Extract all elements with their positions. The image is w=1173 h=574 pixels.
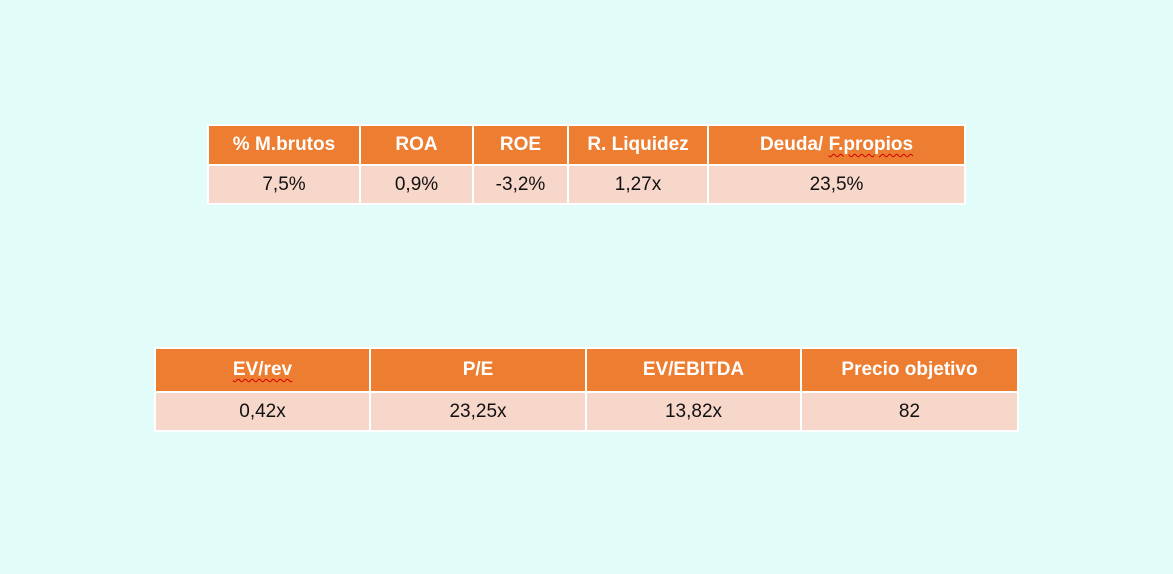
table-row: 7,5% 0,9% -3,2% 1,27x 23,5% xyxy=(207,164,966,205)
header-ev-ebitda: EV/EBITDA xyxy=(585,347,802,393)
value-ev-rev: 0,42x xyxy=(154,391,371,432)
financial-ratios-table: % M.brutos ROA ROE R. Liquidez Deuda/ F.… xyxy=(207,124,966,205)
value-margen-bruto: 7,5% xyxy=(207,164,361,205)
value-precio-objetivo: 82 xyxy=(800,391,1019,432)
header-roe: ROE xyxy=(472,124,569,166)
header-deuda-prefix: Deuda/ xyxy=(759,134,829,155)
value-ev-ebitda: 13,82x xyxy=(585,391,802,432)
valuation-table: EV/rev P/E EV/EBITDA Precio objetivo 0,4… xyxy=(154,347,1019,432)
value-roa: 0,9% xyxy=(359,164,474,205)
header-roa: ROA xyxy=(359,124,474,166)
table-header-row: % M.brutos ROA ROE R. Liquidez Deuda/ F.… xyxy=(207,124,966,166)
header-ev-rev-text: EV/rev xyxy=(232,359,293,380)
header-deuda-fondos-propios: Deuda/ F.propios xyxy=(707,124,966,166)
header-pe: P/E xyxy=(369,347,587,393)
header-fondos-propios-text: F.propios xyxy=(828,134,914,155)
header-precio-objetivo: Precio objetivo xyxy=(800,347,1019,393)
table-header-row: EV/rev P/E EV/EBITDA Precio objetivo xyxy=(154,347,1019,393)
value-liquidez: 1,27x xyxy=(567,164,709,205)
header-margen-bruto: % M.brutos xyxy=(207,124,361,166)
value-roe: -3,2% xyxy=(472,164,569,205)
table-row: 0,42x 23,25x 13,82x 82 xyxy=(154,391,1019,432)
value-pe: 23,25x xyxy=(369,391,587,432)
value-deuda-fondos-propios: 23,5% xyxy=(707,164,966,205)
header-liquidez: R. Liquidez xyxy=(567,124,709,166)
header-ev-rev: EV/rev xyxy=(154,347,371,393)
